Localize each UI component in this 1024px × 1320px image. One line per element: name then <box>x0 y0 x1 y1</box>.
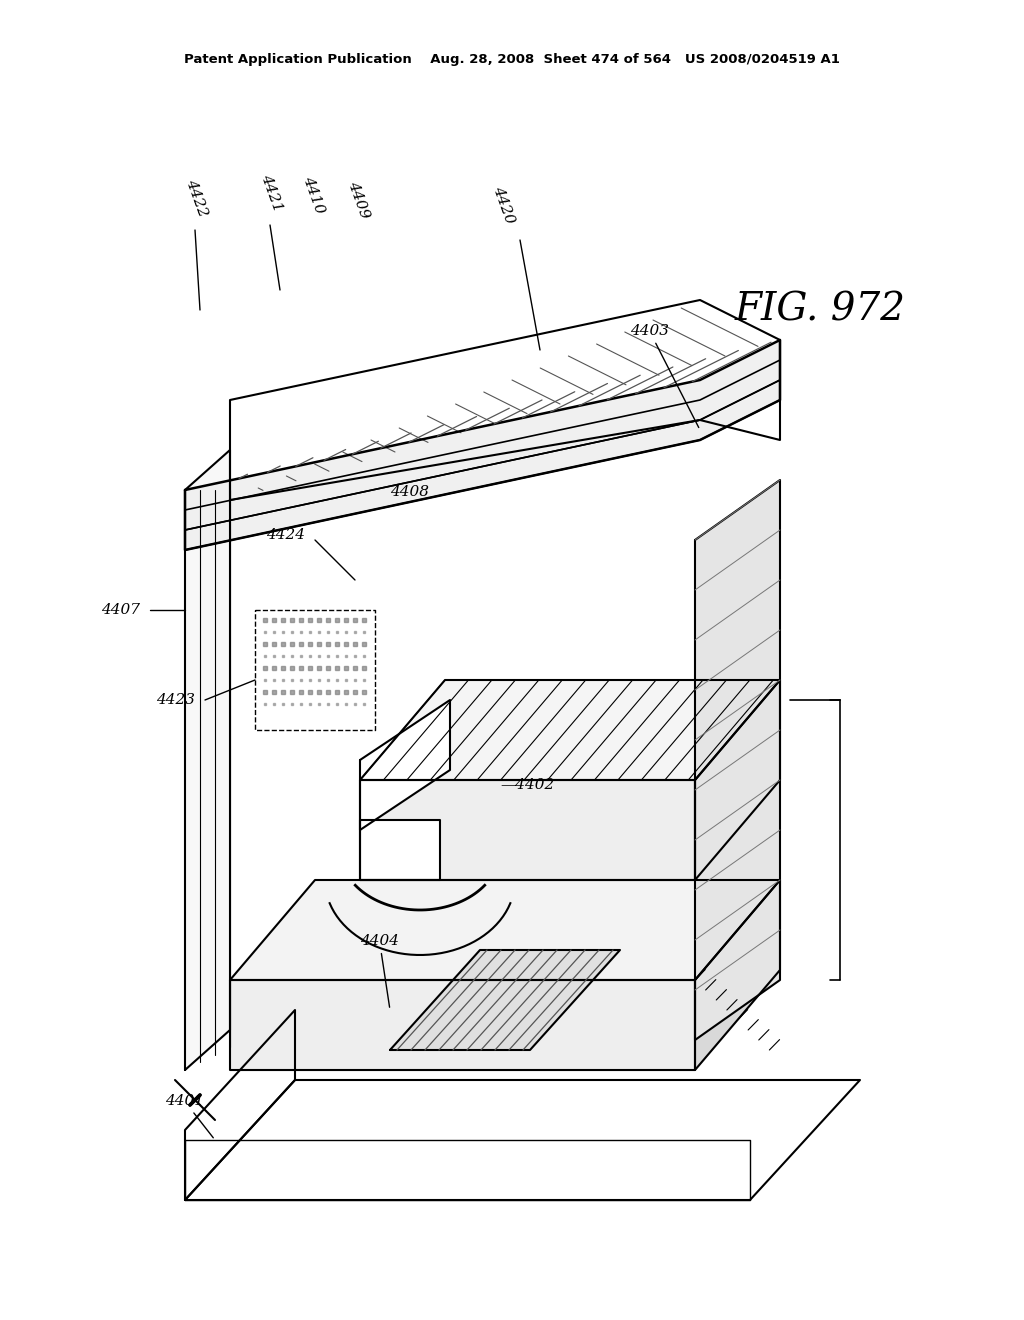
Polygon shape <box>695 680 780 880</box>
Text: —4402: —4402 <box>500 777 554 792</box>
Text: 4404: 4404 <box>360 935 399 1007</box>
Polygon shape <box>360 680 780 780</box>
Polygon shape <box>695 880 780 1071</box>
Text: Patent Application Publication    Aug. 28, 2008  Sheet 474 of 564   US 2008/0204: Patent Application Publication Aug. 28, … <box>184 54 840 66</box>
Text: 4423: 4423 <box>156 693 195 708</box>
Text: 4407: 4407 <box>101 603 140 616</box>
Text: 4420: 4420 <box>490 185 516 226</box>
Polygon shape <box>390 950 620 1049</box>
Polygon shape <box>230 880 780 979</box>
Text: 4403: 4403 <box>630 323 698 428</box>
Polygon shape <box>360 700 450 830</box>
Polygon shape <box>185 450 230 1071</box>
Polygon shape <box>360 780 695 880</box>
Text: 4422: 4422 <box>183 177 210 219</box>
Text: FIG. 972: FIG. 972 <box>734 292 905 329</box>
Text: 4424: 4424 <box>266 528 305 543</box>
Text: 4410: 4410 <box>300 174 327 215</box>
Polygon shape <box>230 979 695 1071</box>
Polygon shape <box>230 300 780 500</box>
Text: 4409: 4409 <box>345 180 372 220</box>
Text: 4401: 4401 <box>165 1094 213 1138</box>
Text: 4408: 4408 <box>390 484 429 499</box>
Polygon shape <box>360 820 440 880</box>
Polygon shape <box>185 341 780 550</box>
Text: 4421: 4421 <box>258 173 285 214</box>
Polygon shape <box>695 480 780 1040</box>
